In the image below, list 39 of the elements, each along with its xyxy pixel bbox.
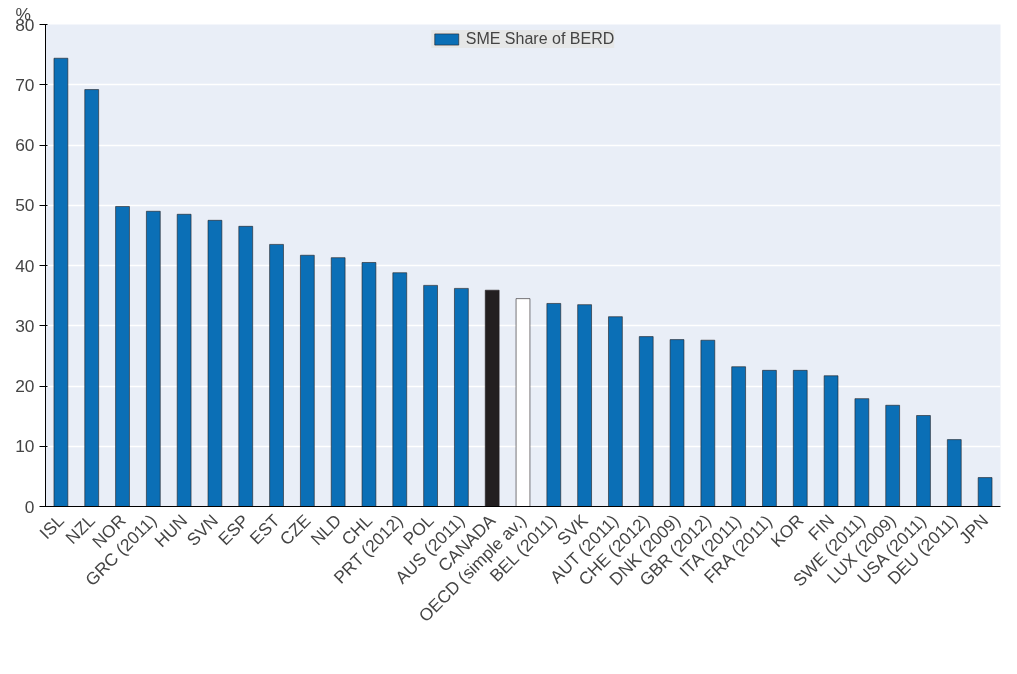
bar xyxy=(454,288,469,507)
bar xyxy=(762,370,777,507)
bar xyxy=(638,336,654,507)
bar xyxy=(793,370,808,507)
bar xyxy=(330,257,346,507)
bar xyxy=(207,220,223,507)
bar xyxy=(146,210,161,507)
y-tick-label: 60 xyxy=(15,135,35,155)
bar xyxy=(84,89,99,507)
bar xyxy=(608,316,623,507)
bar xyxy=(823,375,839,507)
bar xyxy=(269,244,284,507)
bar xyxy=(854,398,870,507)
bar xyxy=(947,439,962,507)
bar xyxy=(115,206,130,507)
bar xyxy=(423,285,438,507)
y-tick-label: 40 xyxy=(15,255,35,276)
bar xyxy=(176,213,192,507)
y-tick-label: 50 xyxy=(15,195,35,216)
bar xyxy=(669,339,685,507)
bar xyxy=(238,226,253,507)
y-tick-label: 0 xyxy=(24,496,35,517)
bar xyxy=(577,304,592,507)
y-tick-label: 20 xyxy=(15,376,35,396)
bar xyxy=(731,366,746,507)
bar xyxy=(977,477,993,507)
bar xyxy=(361,262,377,507)
bar xyxy=(916,415,931,507)
bar xyxy=(546,303,562,507)
bar xyxy=(885,404,900,507)
y-tick-label: 10 xyxy=(15,436,35,457)
bar xyxy=(484,289,500,507)
bar xyxy=(392,272,408,507)
y-tick-label: 70 xyxy=(15,74,35,95)
bar xyxy=(700,339,716,507)
bar xyxy=(53,57,69,507)
legend-label: SME Share of BERD xyxy=(465,30,615,48)
bar xyxy=(300,254,315,507)
y-tick-label: 30 xyxy=(15,315,35,336)
